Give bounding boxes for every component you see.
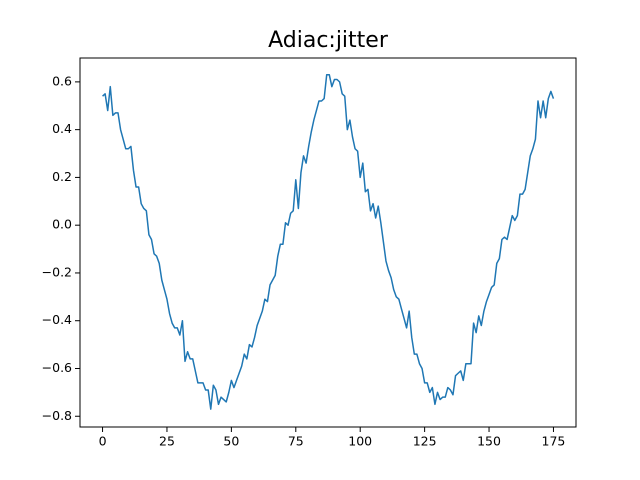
- y-tick-label: −0.2: [42, 264, 72, 279]
- x-tick-label: 175: [542, 434, 566, 449]
- x-tick-label: 0: [99, 434, 107, 449]
- y-tick-label: 0.4: [52, 121, 72, 136]
- x-tick-label: 125: [413, 434, 437, 449]
- chart-title: Adiac:jitter: [268, 28, 389, 53]
- x-tick-label: 150: [477, 434, 501, 449]
- y-tick-label: −0.6: [42, 360, 72, 375]
- x-tick-label: 50: [223, 434, 239, 449]
- y-tick-label: −0.4: [42, 312, 72, 327]
- axes-frame: [79, 57, 577, 428]
- y-tick-label: 0.6: [52, 73, 72, 88]
- x-tick-label: 100: [348, 434, 372, 449]
- x-tick-label: 75: [288, 434, 304, 449]
- x-tick-label: 25: [159, 434, 175, 449]
- y-tick-label: 0.0: [52, 217, 72, 232]
- y-tick-label: −0.8: [42, 408, 72, 423]
- y-tick-label: 0.2: [52, 169, 72, 184]
- data-line: [102, 73, 555, 410]
